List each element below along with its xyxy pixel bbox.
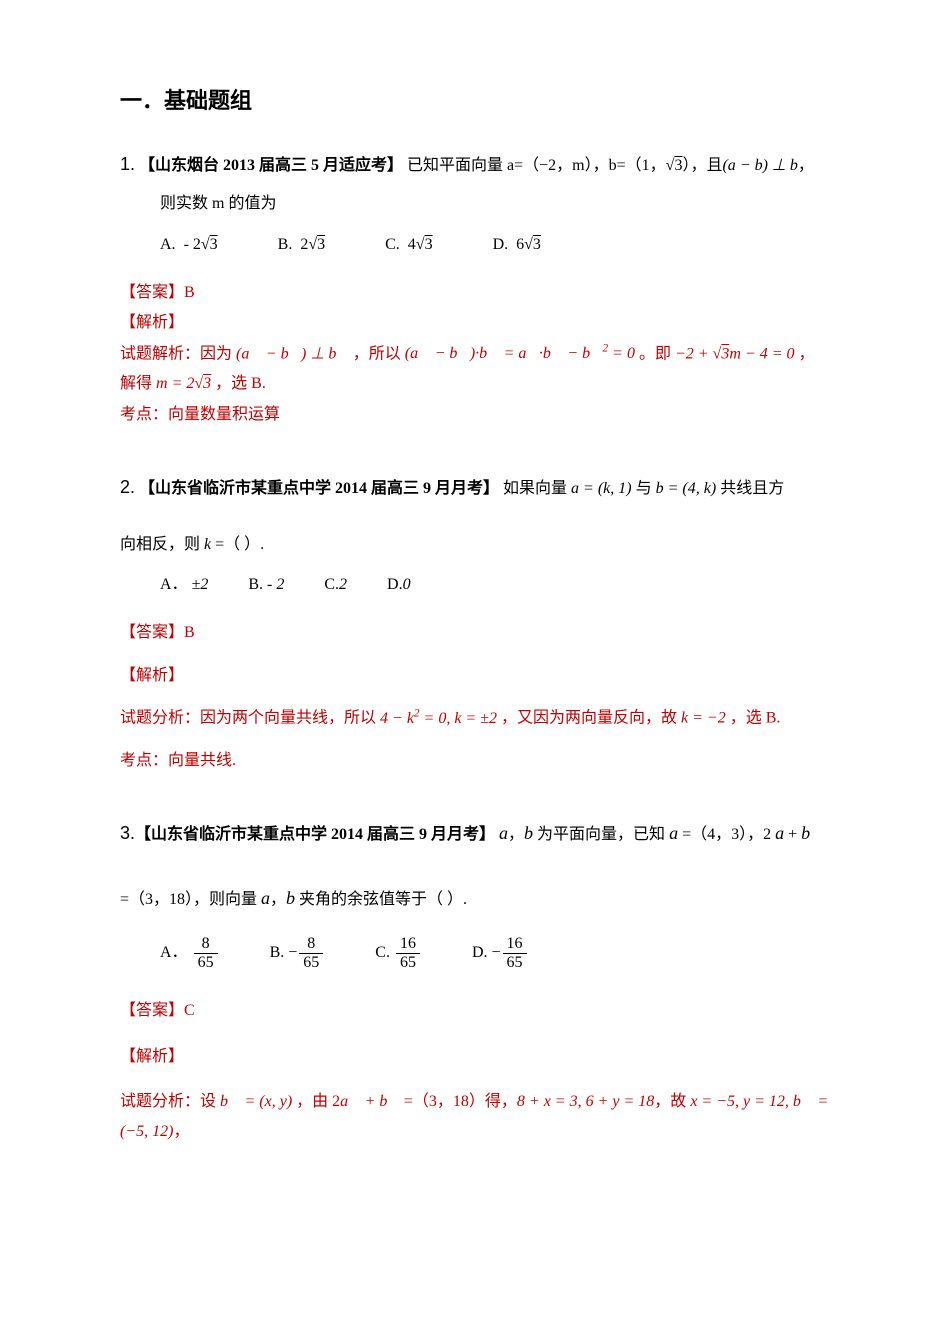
q1-stem-a: 已知平面向量 a=（−2，m），b=（1， xyxy=(407,157,666,174)
problem-1: 1. 【山东烟台 2013 届高三 5 月适应考】 已知平面向量 a=（−2，m… xyxy=(120,147,830,430)
q3-opt-b: B. −865 xyxy=(270,935,326,971)
q3-stem: 3.【山东省临沂市某重点中学 2014 届高三 9 月月考】 a，b 为平面向量… xyxy=(120,816,830,850)
q1-opt-d: D. 6√3 xyxy=(493,230,541,260)
q2-opt-d: D.0 xyxy=(387,570,411,600)
q3-options: A． 865 B. −865 C. 1665 D. −1665 xyxy=(120,935,830,971)
q1-opt-c: C. 4√3 xyxy=(385,230,432,260)
q1-explain-label: 【解析】 xyxy=(120,308,830,338)
q2-opt-c: C.2 xyxy=(324,570,347,600)
q1-stem-line2: 则实数 m 的值为 xyxy=(120,189,830,219)
q1-analysis: 试题解析：因为 (a⃗ − b⃗) ⊥ b⃗ ，所以 (a⃗ − b⃗)·b⃗ … xyxy=(120,339,830,400)
q3-analysis: 试题分析：设 b⃗ = (x, y) ，由 2a⃗ + b⃗ =（3，18）得，… xyxy=(120,1087,830,1148)
q2-stem-line2: 向相反，则 k =（ ）. xyxy=(120,530,830,560)
q1-options: A. - 2√3 B. 2√3 C. 4√3 D. 6√3 xyxy=(120,230,830,260)
q2-kaodian: 考点：向量共线. xyxy=(120,746,830,776)
q2-answer: 【答案】B xyxy=(120,618,830,648)
q2-stem-b: 与 xyxy=(632,480,656,497)
q1-stem: 1. 【山东烟台 2013 届高三 5 月适应考】 已知平面向量 a=（−2，m… xyxy=(120,147,830,181)
q2-options: A． ±2 B. - 2 C.2 D.0 xyxy=(120,570,830,600)
q2-explain-label: 【解析】 xyxy=(120,661,830,691)
q2-opt-b: B. - 2 xyxy=(248,570,284,600)
q2-stem-c: 共线且方 xyxy=(716,480,784,497)
q1-opt-b: B. 2√3 xyxy=(278,230,325,260)
q1-stem-b: ），且 xyxy=(682,157,722,174)
q2-stem: 2. 【山东省临沂市某重点中学 2014 届高三 9 月月考】 如果向量 a =… xyxy=(120,470,830,504)
q2-vec-a: a = (k, 1) xyxy=(571,480,632,497)
problem-2: 2. 【山东省临沂市某重点中学 2014 届高三 9 月月考】 如果向量 a =… xyxy=(120,470,830,776)
q1-num: 1. xyxy=(120,154,135,174)
q3-opt-a: A． 865 xyxy=(160,935,220,971)
q1-perp: (a − b) ⊥ b xyxy=(722,157,797,174)
q3-answer: 【答案】C xyxy=(120,996,830,1026)
section-title: 一．基础题组 xyxy=(120,80,830,122)
q1-stem-c: ， xyxy=(798,157,814,174)
q3-opt-d: D. −1665 xyxy=(472,935,529,971)
sqrt3: √3 xyxy=(666,157,683,174)
q2-analysis: 试题分析：因为两个向量共线，所以 4 − k2 = 0, k = ±2 ，又因为… xyxy=(120,703,830,734)
q2-vec-b: b = (4, k) xyxy=(656,480,717,497)
q3-source: 【山东省临沂市某重点中学 2014 届高三 9 月月考】 xyxy=(135,826,495,843)
q3-opt-c: C. 1665 xyxy=(375,935,422,971)
q3-num: 3. xyxy=(120,823,135,843)
q2-opt-a: A． ±2 xyxy=(160,570,208,600)
q1-source: 【山东烟台 2013 届高三 5 月适应考】 xyxy=(139,157,403,174)
q2-source: 【山东省临沂市某重点中学 2014 届高三 9 月月考】 xyxy=(139,480,499,497)
problem-3: 3.【山东省临沂市某重点中学 2014 届高三 9 月月考】 a，b 为平面向量… xyxy=(120,816,830,1148)
q2-num: 2. xyxy=(120,477,135,497)
q1-kaodian: 考点：向量数量积运算 xyxy=(120,400,830,430)
q3-stem-line2: =（3，18），则向量 a，b 夹角的余弦值等于（ ）. xyxy=(120,881,830,915)
q1-answer: 【答案】B xyxy=(120,278,830,308)
q3-explain-label: 【解析】 xyxy=(120,1042,830,1072)
q1-opt-a: A. - 2√3 xyxy=(160,230,218,260)
q2-stem-a: 如果向量 xyxy=(503,480,571,497)
